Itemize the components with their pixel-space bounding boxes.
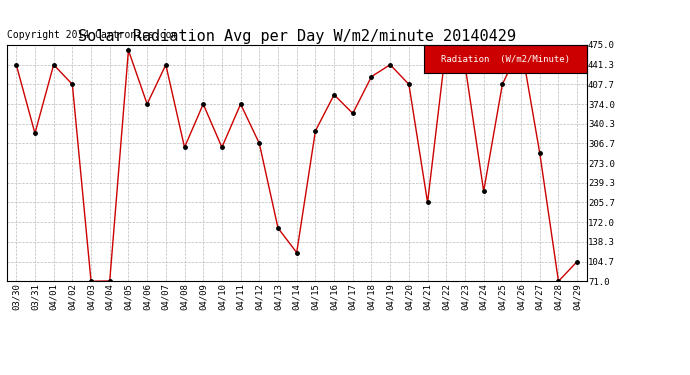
Text: Copyright 2014 Cartronics.com: Copyright 2014 Cartronics.com: [7, 30, 177, 40]
Title: Solar Radiation Avg per Day W/m2/minute 20140429: Solar Radiation Avg per Day W/m2/minute …: [78, 29, 515, 44]
